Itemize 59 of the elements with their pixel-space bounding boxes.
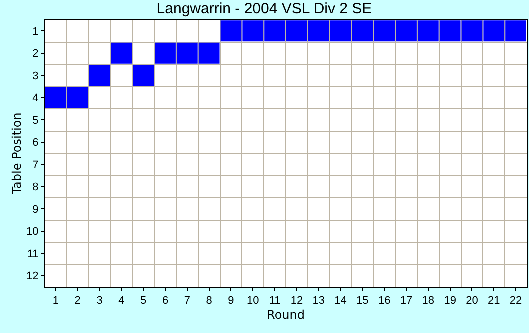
y-tick-label: 12 [26,270,39,283]
point [67,87,88,108]
y-tick-label: 10 [26,226,39,238]
point [133,65,154,86]
x-axis-title: Round [267,308,305,322]
x-tick-label: 7 [184,295,190,308]
x-tick-label: 16 [378,295,391,308]
x-tick-label: 21 [488,295,500,308]
y-tick-label: 7 [32,159,39,172]
point [440,20,461,42]
x-tick-label: 5 [140,295,147,308]
y-tick-label: 8 [32,182,39,194]
point [352,20,374,42]
x-tick-label: 8 [206,295,212,308]
x-tick-label: 3 [96,295,103,308]
point [198,42,220,64]
point [264,20,286,42]
chart-title: Langwarrin - 2004 VSL Div 2 SE [156,0,372,18]
point [286,20,308,42]
point [155,42,176,64]
x-tick-label: 18 [422,295,435,308]
x-tick-label: 11 [269,295,281,308]
point [374,20,396,42]
point [484,20,505,42]
y-tick-label: 11 [27,248,39,260]
point [176,42,198,64]
y-tick-label: 5 [32,114,39,127]
x-tick-label: 14 [334,295,347,308]
x-tick-label: 10 [247,295,260,308]
y-axis-title: Table Position [10,112,24,196]
point [462,20,483,42]
x-tick-label: 22 [510,295,522,308]
y-tick-label: 3 [32,70,39,82]
point [111,42,132,64]
point [220,20,242,42]
point [89,65,110,86]
x-tick-label: 19 [444,295,456,308]
point [418,20,439,42]
x-tick-label: 15 [356,295,369,308]
x-tick-label: 6 [162,295,169,308]
x-tick-label: 20 [466,295,478,308]
point [506,20,526,42]
x-tick-label: 17 [400,295,413,308]
x-tick-label: 1 [52,295,60,308]
y-tick-label: 4 [32,92,39,105]
point [396,20,417,42]
y-tick-label: 6 [32,137,39,150]
y-tick-label: 9 [32,204,39,216]
point [46,87,66,108]
point [330,20,352,42]
x-tick-label: 9 [228,295,234,308]
y-tick-label: 2 [32,48,39,60]
x-tick-label: 2 [74,295,81,308]
x-tick-label: 12 [290,295,304,308]
x-tick-label: 4 [118,295,125,308]
y-tick-label: 1 [32,26,39,38]
point [242,20,264,42]
x-tick-label: 13 [312,295,325,308]
point [308,20,330,42]
